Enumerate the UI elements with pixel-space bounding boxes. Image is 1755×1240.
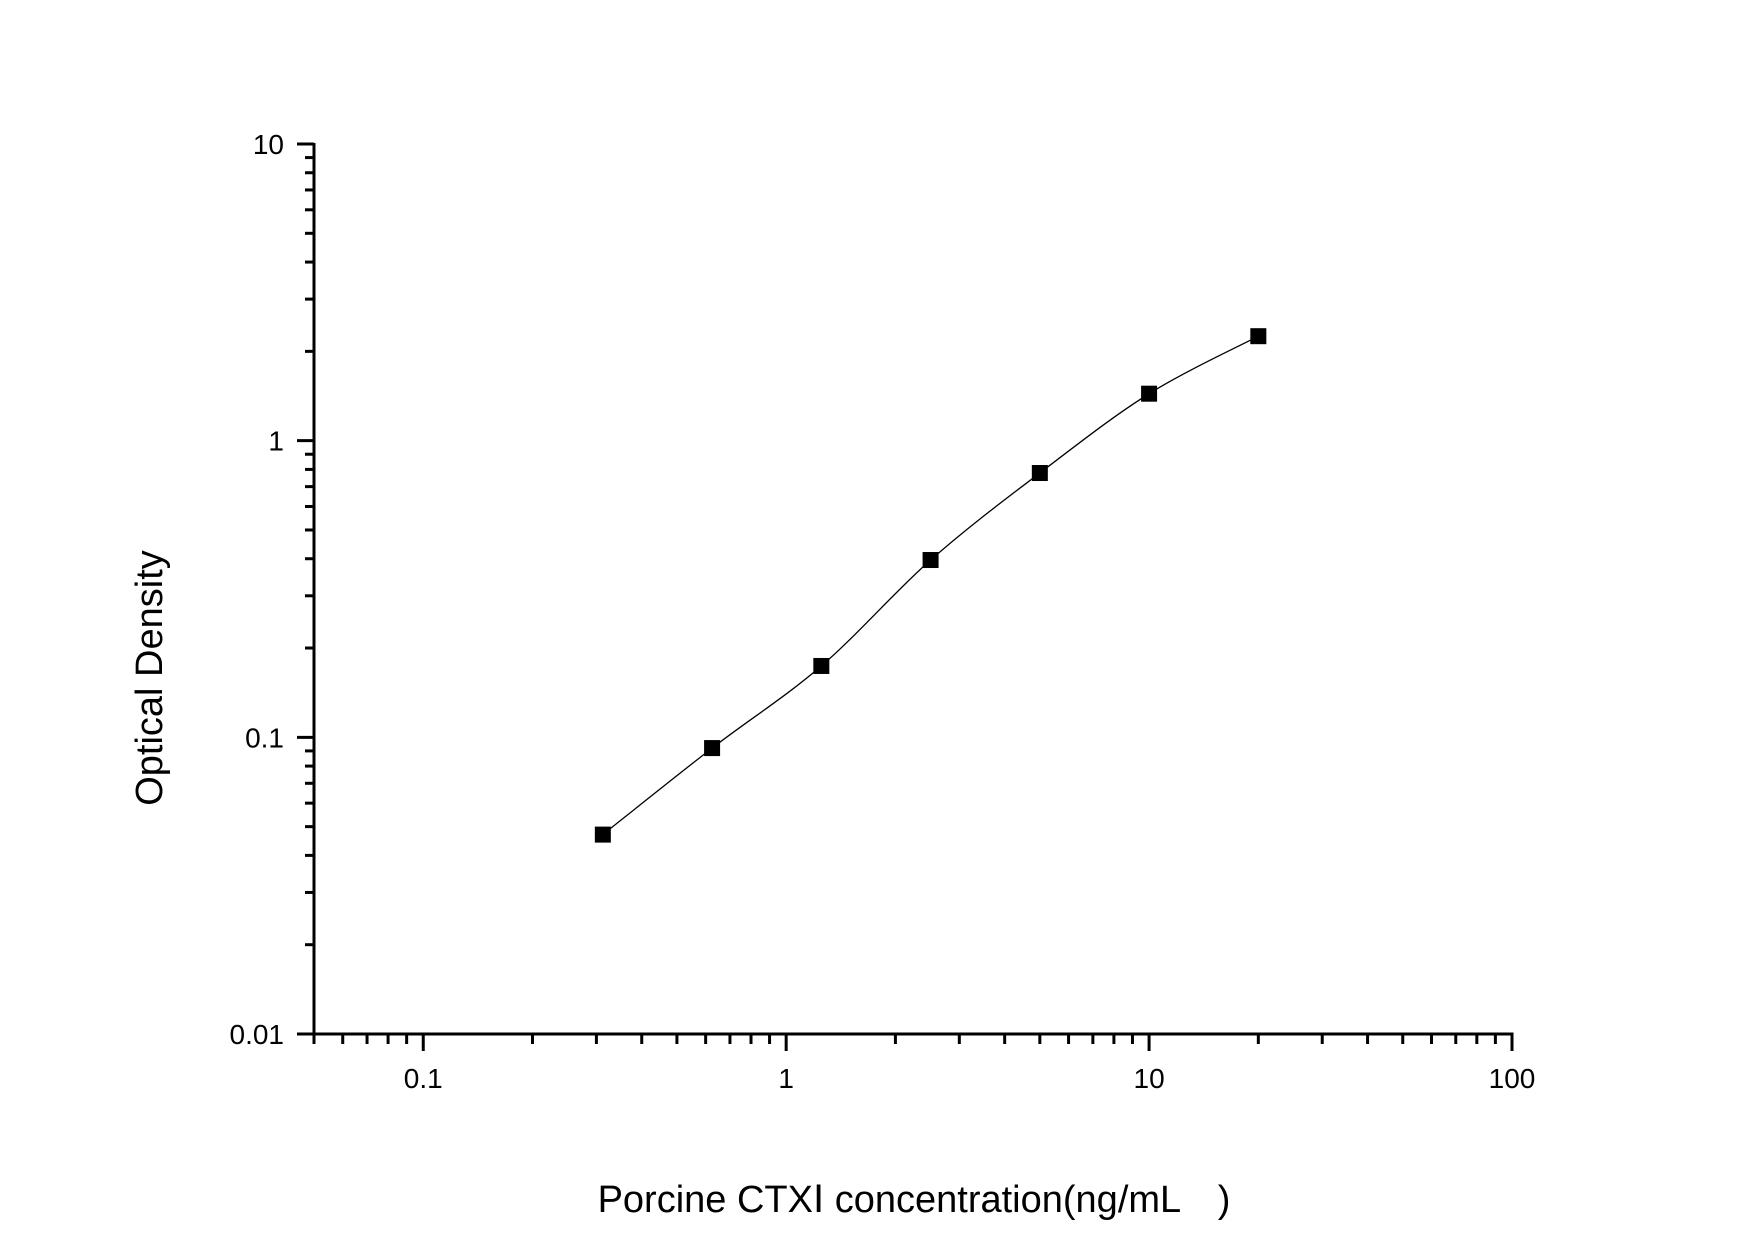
x-axis-ticks: 0.1 1 10 100 <box>312 1034 1536 1094</box>
x-tick-label: 1 <box>778 1063 794 1094</box>
data-point-marker <box>922 552 939 569</box>
x-tick-label: 0.1 <box>404 1063 443 1094</box>
fit-curve <box>602 335 1259 836</box>
y-axis-ticks: 0.01 0.1 1 10 <box>230 129 314 1050</box>
data-markers <box>594 328 1267 843</box>
axes <box>312 143 1514 1036</box>
y-tick-label: 10 <box>253 129 284 160</box>
x-axis-title: Porcine CTXⅠ concentration(ng/mL ) <box>598 1179 1231 1221</box>
data-point-marker <box>813 657 830 674</box>
data-point-marker <box>704 740 721 757</box>
data-point-marker <box>1031 465 1048 482</box>
y-axis-title: Optical Density <box>129 550 171 806</box>
data-point-marker <box>594 826 611 843</box>
y-tick-label: 1 <box>268 426 284 457</box>
x-tick-label: 10 <box>1134 1063 1165 1094</box>
y-tick-label: 0.01 <box>230 1019 285 1050</box>
data-point-marker <box>1250 328 1267 345</box>
y-tick-label: 0.1 <box>245 722 284 753</box>
x-tick-label: 100 <box>1489 1063 1536 1094</box>
data-point-marker <box>1141 385 1158 402</box>
